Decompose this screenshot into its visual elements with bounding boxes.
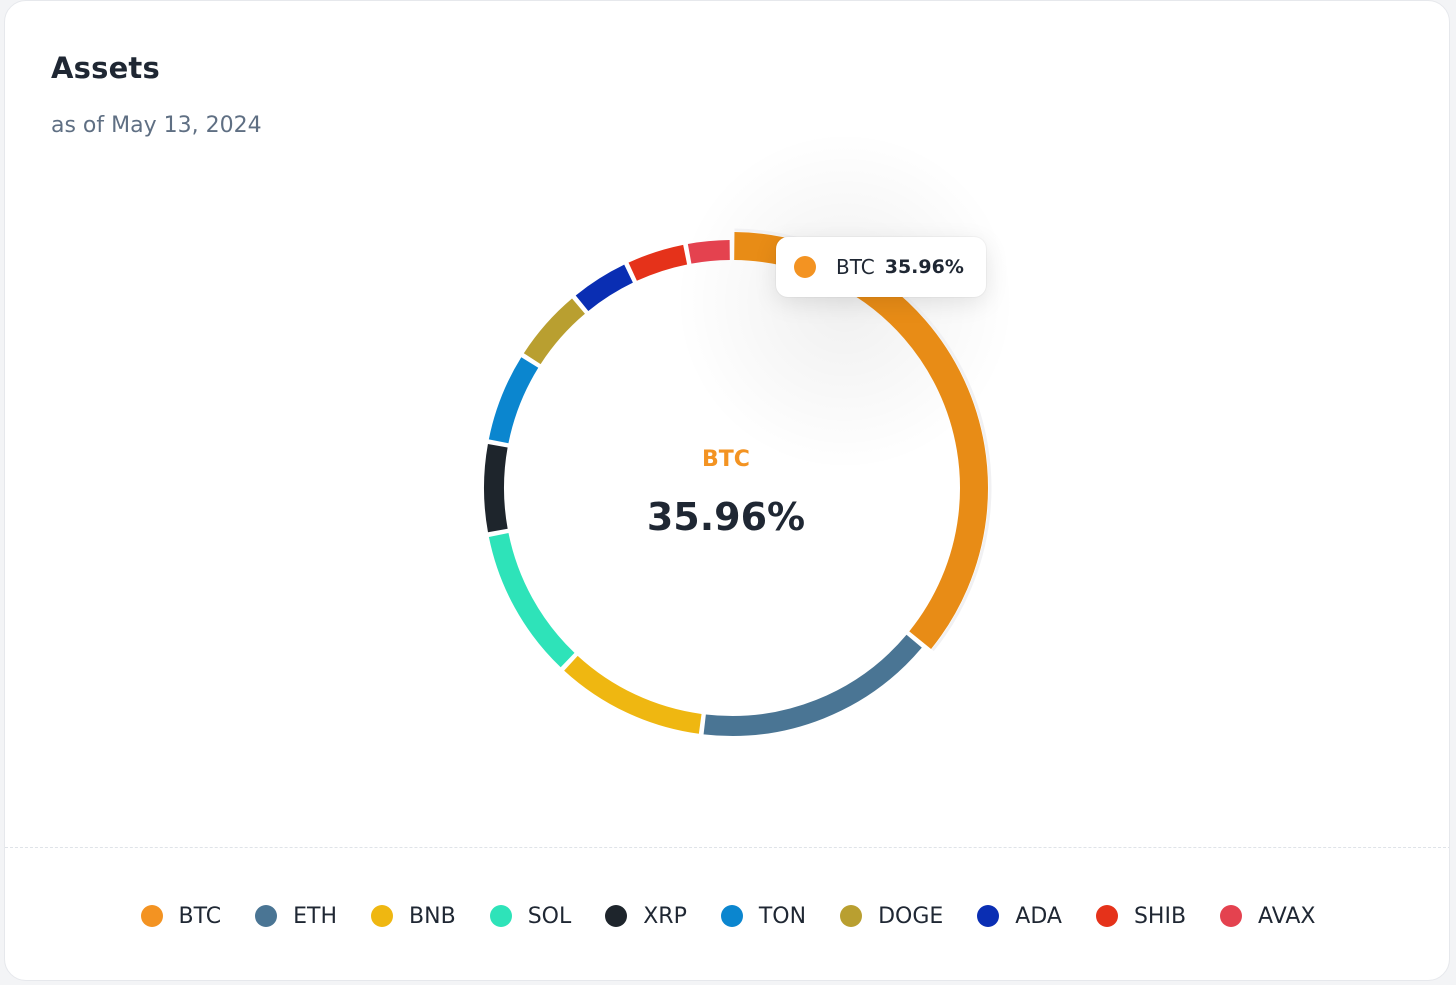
legend-item-ton[interactable]: TON xyxy=(720,903,807,929)
legend-label: DOGE xyxy=(878,903,944,929)
assets-card: Assets as of May 13, 2024 BTC 35.96% BTC… xyxy=(4,0,1450,981)
card-subtitle: as of May 13, 2024 xyxy=(51,113,262,138)
legend-label: BNB xyxy=(409,903,456,929)
legend-label: TON xyxy=(758,903,807,929)
legend-item-sol[interactable]: SOL xyxy=(489,903,572,929)
legend-label: XRP xyxy=(643,903,687,929)
legend-color-dot xyxy=(720,905,743,927)
legend-label: AVAX xyxy=(1258,903,1316,929)
legend-item-eth[interactable]: ETH xyxy=(255,904,337,929)
slice-ada[interactable] xyxy=(575,264,634,312)
legend-label: BTC xyxy=(178,903,222,929)
legend-item-shib[interactable]: SHIB xyxy=(1095,903,1187,929)
slice-ton[interactable] xyxy=(488,357,539,444)
legend-color-dot xyxy=(140,905,163,927)
tooltip-asset-name: BTC xyxy=(836,255,875,279)
slice-shib[interactable] xyxy=(628,244,688,281)
legend-label: ADA xyxy=(1015,903,1062,929)
legend-color-dot xyxy=(1095,905,1118,927)
legend-label: SOL xyxy=(527,903,572,929)
slice-sol[interactable] xyxy=(488,532,575,668)
legend-color-dot xyxy=(840,905,863,927)
legend-label: ETH xyxy=(293,903,338,929)
legend-color-dot xyxy=(255,905,278,927)
slice-doge[interactable] xyxy=(523,298,586,365)
donut-chart-svg[interactable] xyxy=(5,1,1450,841)
slice-eth[interactable] xyxy=(703,634,922,736)
chart-tooltip: BTC 35.96% xyxy=(776,237,986,297)
center-asset-name: BTC xyxy=(702,447,750,472)
legend-item-avax[interactable]: AVAX xyxy=(1220,904,1315,929)
legend-item-btc[interactable]: BTC xyxy=(140,903,222,929)
legend-color-dot xyxy=(1220,905,1243,927)
slice-xrp[interactable] xyxy=(484,444,508,533)
legend-color-dot xyxy=(977,905,1000,927)
tooltip-asset-percent: 35.96% xyxy=(884,256,964,278)
tooltip-color-dot xyxy=(794,256,816,278)
legend-item-ada[interactable]: ADA xyxy=(977,904,1062,929)
legend-color-dot xyxy=(371,905,394,927)
donut-chart[interactable]: BTC 35.96% BTC 35.96% xyxy=(5,1,1450,841)
legend-color-dot xyxy=(489,905,512,927)
card-title: Assets xyxy=(51,51,160,85)
legend-divider xyxy=(5,847,1449,848)
legend-label: SHIB xyxy=(1133,903,1187,929)
legend-item-xrp[interactable]: XRP xyxy=(605,904,687,929)
center-asset-percent: 35.96% xyxy=(646,495,806,539)
chart-legend: BTC ETH BNB SOL XRP TON DOGE ADA SHIB AVAX xyxy=(5,891,1449,941)
slice-avax[interactable] xyxy=(687,240,730,264)
legend-item-bnb[interactable]: BNB xyxy=(371,904,456,929)
hover-glow xyxy=(675,131,1015,471)
legend-item-doge[interactable]: DOGE xyxy=(840,904,943,929)
legend-color-dot xyxy=(605,905,628,927)
slice-bnb[interactable] xyxy=(564,655,702,734)
